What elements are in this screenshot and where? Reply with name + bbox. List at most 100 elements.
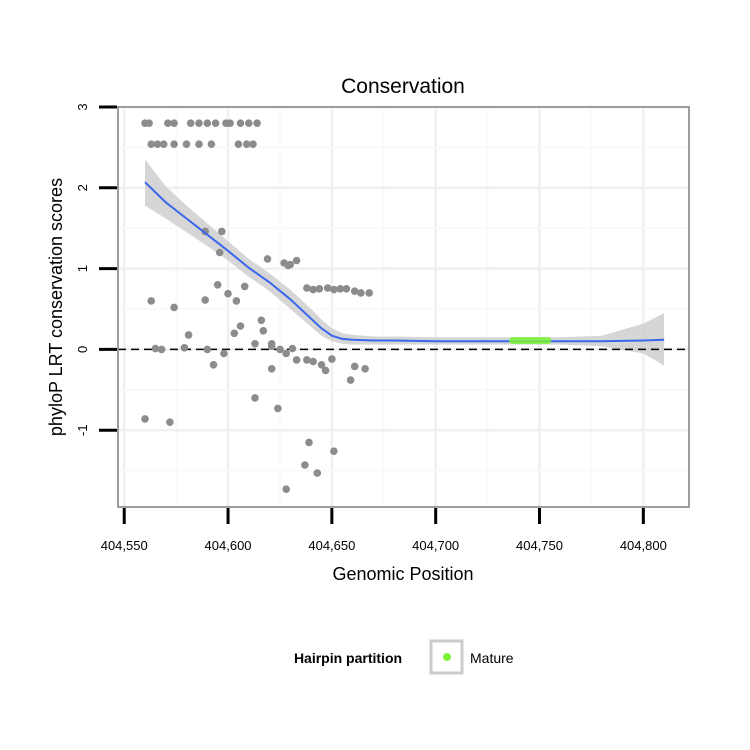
data-point — [315, 285, 324, 293]
x-tick-label: 404,600 — [205, 538, 252, 553]
data-point — [203, 119, 212, 127]
data-point — [288, 344, 297, 353]
data-point — [346, 376, 355, 384]
data-point — [251, 340, 259, 348]
data-point — [180, 344, 189, 352]
data-point — [321, 366, 330, 375]
data-point — [323, 284, 332, 292]
data-point — [157, 345, 166, 354]
data-point — [330, 447, 338, 456]
x-tick-label: 404,550 — [101, 538, 148, 553]
data-point — [224, 289, 232, 298]
data-point — [170, 303, 178, 312]
data-point — [257, 316, 266, 325]
data-point — [203, 345, 212, 354]
data-point — [328, 355, 336, 363]
data-point — [253, 119, 261, 127]
data-point — [213, 281, 222, 289]
data-point — [251, 394, 259, 402]
data-point — [350, 362, 359, 371]
y-axis-title: phyloP LRT conservation scores — [46, 178, 66, 436]
legend-label-mature: Mature — [470, 650, 514, 666]
legend-title: Hairpin partition — [294, 650, 402, 666]
data-point — [226, 119, 234, 127]
data-point — [263, 255, 272, 263]
data-point — [240, 282, 249, 291]
legend: Hairpin partition Mature — [294, 639, 514, 675]
data-point — [267, 365, 276, 373]
data-point — [342, 285, 351, 293]
data-point — [267, 342, 276, 351]
data-point — [170, 119, 178, 127]
data-point — [182, 140, 191, 148]
x-tick-label: 404,800 — [620, 538, 667, 553]
gridlines — [118, 105, 689, 507]
data-point — [242, 140, 251, 148]
data-point — [170, 140, 178, 148]
x-tick-label: 404,750 — [516, 538, 563, 553]
data-point — [317, 361, 326, 369]
data-point — [330, 285, 338, 294]
y-axis: -1 0 1 2 3 — [75, 103, 117, 436]
data-point — [141, 415, 149, 423]
data-point — [309, 285, 318, 294]
data-point — [195, 140, 203, 148]
data-point — [282, 485, 291, 494]
data-point — [336, 285, 345, 293]
data-point — [230, 329, 239, 338]
plot-border — [117, 106, 690, 508]
data-point — [274, 404, 282, 413]
data-point — [232, 297, 241, 305]
data-point — [249, 140, 257, 148]
y-tick-label: 0 — [75, 346, 90, 353]
data-point — [220, 349, 228, 358]
data-point — [282, 349, 291, 358]
data-point — [236, 322, 245, 330]
data-point — [186, 119, 195, 127]
data-point — [309, 357, 318, 366]
data-point — [303, 356, 311, 364]
data-point — [303, 284, 311, 292]
data-point — [292, 356, 301, 364]
data-point — [218, 227, 226, 236]
data-point — [350, 287, 359, 296]
data-point — [153, 140, 162, 148]
data-point — [276, 345, 284, 354]
y-tick-label: 2 — [75, 184, 90, 191]
data-point — [234, 140, 243, 148]
y-tick-label: 1 — [75, 265, 90, 272]
data-point — [207, 140, 216, 148]
data-point — [209, 361, 218, 369]
data-point — [145, 119, 153, 127]
data-point — [159, 140, 168, 148]
data-point — [166, 418, 174, 427]
confidence-band-area — [145, 159, 665, 366]
confidence-band — [145, 159, 665, 366]
data-point — [236, 119, 245, 127]
data-point — [292, 256, 301, 265]
x-axis: 404,550 404,600 404,650 404,700 404,750 404,8… — [101, 508, 667, 553]
data-point — [151, 344, 160, 353]
data-point — [147, 140, 155, 148]
data-point — [195, 119, 203, 127]
x-tick-label: 404,650 — [308, 538, 355, 553]
data-point — [361, 365, 369, 373]
data-point — [164, 119, 172, 127]
x-tick-label: 404,700 — [412, 538, 459, 553]
chart-title: Conservation — [341, 75, 465, 98]
data-point — [211, 119, 220, 127]
data-point — [184, 331, 193, 339]
data-point — [357, 289, 365, 297]
data-point — [201, 296, 209, 304]
data-point — [147, 297, 155, 305]
data-point — [215, 248, 224, 257]
legend-key-mature-icon — [443, 653, 451, 661]
plot-panel — [118, 107, 689, 507]
data-point — [365, 289, 374, 297]
data-points — [141, 119, 374, 494]
x-axis-title: Genomic Position — [332, 564, 473, 584]
data-point — [301, 461, 309, 469]
data-point — [313, 469, 322, 477]
y-tick-label: -1 — [75, 424, 90, 436]
